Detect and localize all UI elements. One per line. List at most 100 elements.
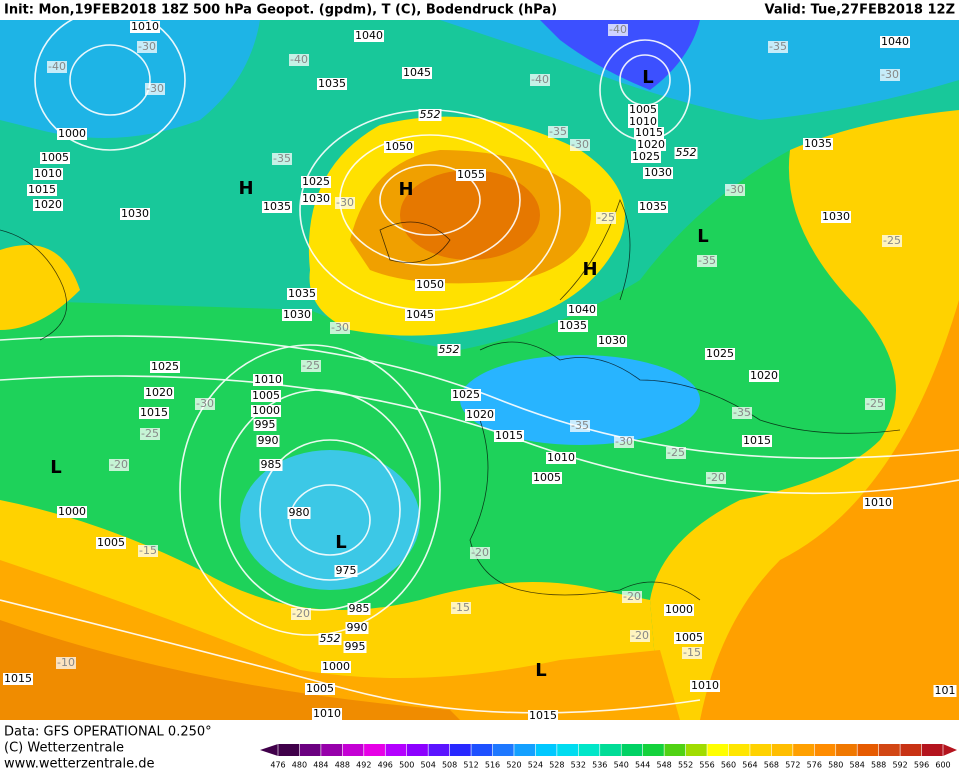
colorbar-tick-label: 588 xyxy=(871,761,886,770)
isobar-label: 1015 xyxy=(28,183,56,196)
colorbar-swatch xyxy=(857,744,879,756)
label-box xyxy=(451,389,481,401)
label-box xyxy=(494,430,524,442)
isobar-label: 1015 xyxy=(635,126,663,139)
temperature-label: -35 xyxy=(571,419,589,432)
colorbar-arrow-left xyxy=(260,744,278,756)
isobar-label: 552 xyxy=(320,632,341,645)
isobar-label: 1035 xyxy=(263,200,291,213)
label-box xyxy=(139,407,169,419)
coastlines xyxy=(0,198,901,601)
label-box xyxy=(674,147,698,159)
label-box xyxy=(682,647,702,659)
colorbar-tick-label: 520 xyxy=(506,761,521,770)
isobar-label: 1025 xyxy=(302,175,330,188)
label-box xyxy=(40,152,70,164)
colorbar-tick-label: 556 xyxy=(699,761,714,770)
isobar-label: 1040 xyxy=(881,35,909,48)
label-box xyxy=(287,507,311,519)
field-deep-blue xyxy=(540,20,700,90)
label-box xyxy=(27,184,57,196)
temperature-label: -40 xyxy=(48,60,66,73)
temperature-label: -40 xyxy=(609,23,627,36)
isobar-label: 1000 xyxy=(58,505,86,518)
label-box xyxy=(528,710,558,722)
temperature-label: -30 xyxy=(138,40,156,53)
colorbar-swatch xyxy=(320,744,343,756)
label-box xyxy=(451,602,471,614)
colorbar-swatch xyxy=(749,744,772,756)
label-box xyxy=(628,104,658,116)
label-box xyxy=(630,630,650,642)
label-box xyxy=(415,279,445,291)
temperature-label: -30 xyxy=(881,68,899,81)
colorbar-swatch xyxy=(878,744,901,756)
colorbar-tick-label: 528 xyxy=(549,761,564,770)
temperature-label: -30 xyxy=(571,138,589,151)
map-field xyxy=(0,20,959,720)
isobar-label: 995 xyxy=(255,418,276,431)
isobar-label: 1015 xyxy=(4,672,32,685)
colorbar-swatch xyxy=(492,744,514,756)
header-bar xyxy=(0,0,959,20)
temperature-label: -30 xyxy=(726,183,744,196)
temperature-label: -15 xyxy=(452,601,470,614)
isobar-label: 985 xyxy=(261,458,282,471)
field-orange-south-2 xyxy=(0,620,460,720)
label-box xyxy=(705,348,735,360)
label-box xyxy=(749,370,779,382)
isobar-label: 1035 xyxy=(318,77,346,90)
isobar-label: 1005 xyxy=(533,471,561,484)
temperature-label: -35 xyxy=(549,125,567,138)
label-box xyxy=(150,361,180,373)
field-blue-west xyxy=(0,20,260,138)
label-box xyxy=(697,255,717,267)
colorbar-swatch xyxy=(921,744,943,756)
isobar-label: 1025 xyxy=(706,347,734,360)
colorbar-swatch xyxy=(728,744,750,756)
label-box xyxy=(933,685,957,697)
footer-copyright: (C) Wetterzentrale xyxy=(4,741,124,756)
colorbar-tick-label: 540 xyxy=(614,761,629,770)
label-box xyxy=(596,212,616,224)
label-box xyxy=(343,641,367,653)
colorbar-swatch xyxy=(900,744,922,756)
colorbar-tick-label: 600 xyxy=(935,761,950,770)
isobar-label: 101 xyxy=(935,684,956,697)
colorbar-tick-label: 496 xyxy=(378,761,393,770)
label-box xyxy=(195,398,215,410)
label-box xyxy=(622,591,642,603)
temperature-label: -20 xyxy=(707,471,725,484)
pressure-center: L xyxy=(535,660,546,681)
isobar-label: 1055 xyxy=(457,168,485,181)
colorbar-swatch xyxy=(621,744,643,756)
label-box xyxy=(33,199,63,211)
label-box xyxy=(253,374,283,386)
isobar-label: 1010 xyxy=(547,451,575,464)
label-box xyxy=(570,420,590,432)
label-box xyxy=(144,387,174,399)
label-box xyxy=(880,69,900,81)
header-init: Init: Mon,19FEB2018 18Z 500 hPa Geopot. … xyxy=(4,3,557,18)
isobar-label: 990 xyxy=(258,434,279,447)
label-box xyxy=(3,673,33,685)
label-box xyxy=(291,608,311,620)
isobar-label: 1035 xyxy=(559,319,587,332)
colorbar: 476 480 484 488 492 496 500 504 508 512 516 520 524 5… xyxy=(260,744,957,770)
isobar-label: 1015 xyxy=(140,406,168,419)
label-box xyxy=(137,41,157,53)
isobar-label: 1020 xyxy=(34,198,62,211)
colorbar-tick-label: 552 xyxy=(678,761,693,770)
colorbar-tick-label: 488 xyxy=(335,761,350,770)
temperature-label: -15 xyxy=(139,544,157,557)
colorbar-swatch xyxy=(471,744,493,756)
temperature-label: -25 xyxy=(597,211,615,224)
field-orange-east xyxy=(700,300,959,720)
label-box xyxy=(289,54,309,66)
colorbar-swatch xyxy=(406,744,429,756)
label-box xyxy=(130,21,160,33)
label-box xyxy=(335,197,355,209)
isobar-label: 1005 xyxy=(252,389,280,402)
colorbar-tick-label: 560 xyxy=(721,761,736,770)
temperature-label: -40 xyxy=(290,53,308,66)
